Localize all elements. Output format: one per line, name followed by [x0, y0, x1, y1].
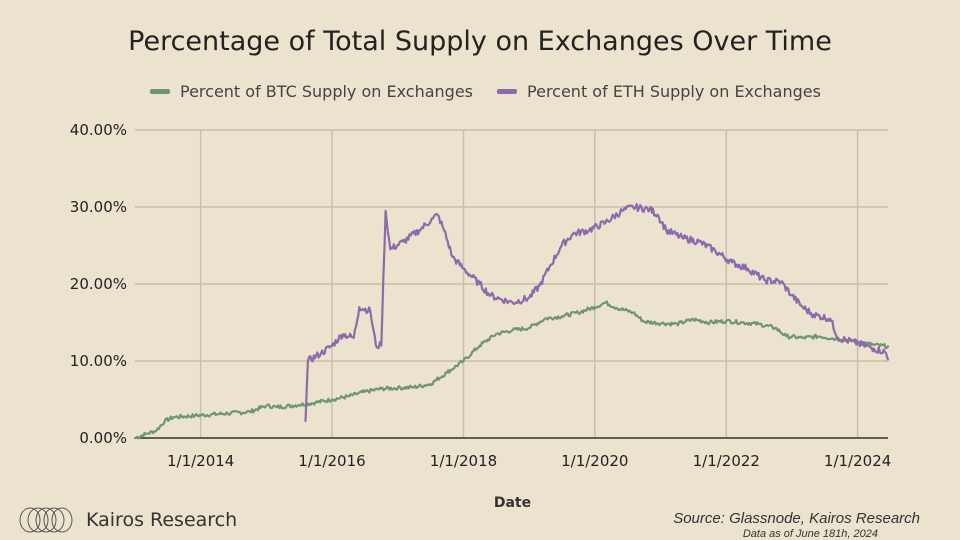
- x-tick-label: 1/1/2020: [561, 452, 628, 470]
- source-text: Source: Glassnode, Kairos Research: [673, 510, 920, 527]
- x-tick-label: 1/1/2018: [430, 452, 497, 470]
- legend-label-eth: Percent of ETH Supply on Exchanges: [527, 81, 821, 101]
- y-tick-label: 10.00%: [70, 352, 127, 370]
- y-tick-label: 20.00%: [70, 275, 127, 293]
- x-tick-label: 1/1/2022: [693, 452, 760, 470]
- legend-swatch-btc: [150, 88, 170, 94]
- rings-icon: [19, 507, 73, 533]
- x-tick-label: 1/1/2014: [167, 452, 234, 470]
- brand-name: Kairos Research: [86, 509, 238, 531]
- y-tick-label: 30.00%: [70, 198, 127, 216]
- eth-series-line: [304, 203, 890, 423]
- source-note: Source: Glassnode, Kairos Research Data …: [673, 510, 920, 540]
- chart-title: Percentage of Total Supply on Exchanges …: [128, 26, 832, 57]
- y-tick-label: 40.00%: [70, 121, 127, 139]
- btc-series-line: [133, 300, 890, 440]
- x-tick-label: 1/1/2024: [824, 452, 891, 470]
- data-date-note: Data as of June 181h, 2024: [742, 528, 878, 540]
- x-tick-label: 1/1/2016: [298, 452, 365, 470]
- x-axis-title: Date: [493, 495, 532, 511]
- brand-logo: Kairos Research: [18, 507, 237, 533]
- legend-item-btc: Percent of BTC Supply on Exchanges: [150, 82, 473, 101]
- legend-label-btc: Percent of BTC Supply on Exchanges: [180, 81, 474, 101]
- legend-item-eth: Percent of ETH Supply on Exchanges: [497, 82, 821, 101]
- legend-swatch-eth: [497, 88, 518, 94]
- y-tick-label: 0.00%: [79, 429, 127, 447]
- chart-legend: Percent of BTC Supply on Exchanges Perce…: [150, 81, 845, 101]
